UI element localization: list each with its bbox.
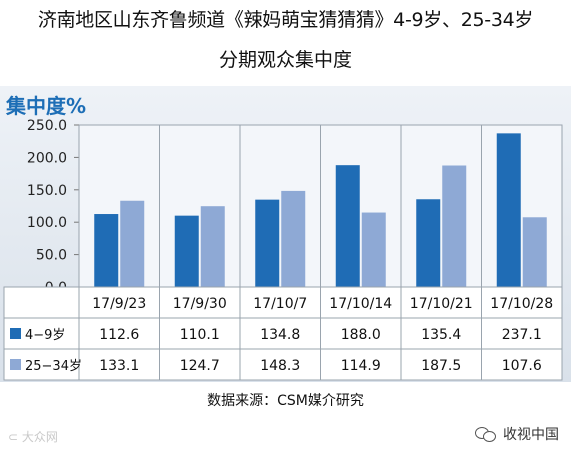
y-tick-label: 250.0 [27, 118, 67, 134]
bar-series1 [496, 133, 521, 287]
bar-series1 [94, 214, 119, 287]
legend-label: 25−34岁 [25, 359, 82, 374]
data-label: 112.6 [99, 327, 139, 343]
x-category-label: 17/10/14 [329, 296, 392, 312]
bar-series2 [361, 212, 386, 287]
watermark-left: ⊂ 大众网 [8, 428, 58, 445]
bar-series2 [120, 200, 145, 287]
data-label: 114.9 [341, 358, 381, 374]
y-axis-label: 集中度% [6, 94, 87, 118]
x-category-label: 17/9/30 [173, 296, 227, 312]
data-label: 148.3 [260, 358, 300, 374]
bar-series2 [522, 217, 547, 287]
watermark-left-text: 大众网 [21, 430, 58, 444]
bar-series1 [174, 215, 199, 287]
y-tick-label: 200.0 [27, 150, 67, 166]
x-category-label: 17/10/21 [410, 296, 473, 312]
data-label: 135.4 [421, 327, 461, 343]
chart-title-line1: 济南地区山东齐鲁频道《辣妈萌宝猜猜猜》4-9岁、25-34岁 [37, 9, 534, 31]
legend-swatch-series1 [10, 328, 21, 339]
bar-series1 [255, 199, 280, 287]
data-label: 107.6 [502, 358, 542, 374]
x-category-label: 17/10/28 [490, 296, 553, 312]
data-label: 124.7 [180, 358, 220, 374]
watermark-right-text: 收视中国 [503, 427, 559, 443]
watermark-right: 收视中国 [475, 424, 559, 444]
x-category-label: 17/10/7 [253, 296, 307, 312]
wechat-icon [475, 426, 497, 442]
data-table [3, 286, 563, 381]
bar-series1 [416, 199, 441, 287]
data-label: 187.5 [421, 358, 461, 374]
x-category-label: 17/9/23 [92, 296, 146, 312]
data-label: 188.0 [341, 327, 381, 343]
legend-label: 4−9岁 [25, 328, 65, 343]
y-tick-label: 100.0 [27, 215, 67, 231]
data-label: 110.1 [180, 327, 220, 343]
legend-swatch-series2 [10, 359, 21, 370]
data-source: 数据来源：CSM媒介研究 [207, 393, 364, 409]
y-tick-label: 50.0 [36, 248, 67, 264]
bar-series2 [442, 165, 467, 287]
data-label: 237.1 [502, 327, 542, 343]
y-tick-label: 150.0 [27, 183, 67, 199]
bar-series2 [200, 206, 225, 287]
watermark-logo-icon: ⊂ [8, 430, 19, 444]
data-label: 133.1 [99, 358, 139, 374]
chart-title-line2: 分期观众集中度 [218, 49, 352, 71]
data-label: 134.8 [260, 327, 300, 343]
bar-series2 [281, 190, 306, 287]
bar-series1 [335, 165, 360, 287]
bar-chart: 0.050.0100.0150.0200.0250.017/9/2317/9/3… [3, 118, 563, 381]
